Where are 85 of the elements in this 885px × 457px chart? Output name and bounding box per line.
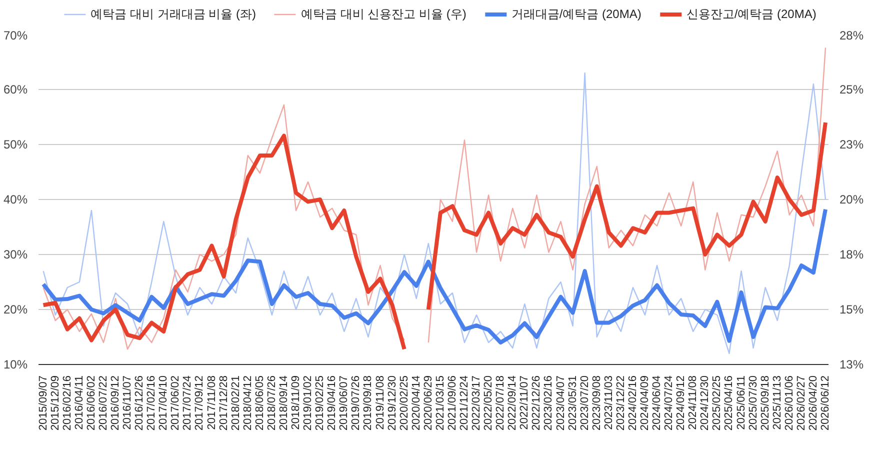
x-tick-label: 2019/11/08 — [374, 375, 386, 430]
x-tick-label: 2026/01/06 — [783, 375, 796, 431]
x-tick-label: 2017/07/24 — [182, 375, 194, 431]
x-tick-label: 2019/07/26 — [350, 375, 362, 431]
x-tick-label: 2022/03/17 — [470, 375, 483, 431]
x-tick-label: 2024/04/09 — [638, 375, 651, 431]
x-tick-label: 2015/09/07 — [37, 375, 50, 431]
y2-tick-label: 15% — [840, 302, 864, 316]
x-tick-label: 2018/11/09 — [290, 375, 302, 430]
x-tick-label: 2022/07/18 — [494, 375, 507, 431]
x-tick-label: 2026/04/20 — [807, 375, 820, 431]
x-tick-label: 2018/02/21 — [230, 375, 242, 431]
x-tick-label: 2018/09/14 — [278, 375, 290, 431]
x-tick-label: 2015/12/09 — [49, 375, 62, 431]
x-tick-label: 2018/07/26 — [266, 375, 278, 431]
x-tick-label: 2022/11/07 — [518, 375, 531, 430]
x-tick-label: 2026/06/12 — [819, 375, 832, 431]
y2-tick-label: 18% — [840, 248, 864, 262]
y-tick-label: 40% — [3, 192, 28, 206]
line-series — [41, 207, 828, 344]
y-tick-label: 50% — [3, 138, 28, 152]
x-tick-label: 2017/02/16 — [146, 375, 158, 431]
y-tick-label: 60% — [3, 82, 28, 96]
x-tick-label: 2024/02/16 — [626, 375, 639, 431]
x-tick-label: 2019/01/02 — [302, 375, 314, 431]
x-tick-label: 2025/06/11 — [735, 375, 748, 430]
x-tick-label: 2023/11/03 — [602, 375, 615, 430]
x-tick-label: 2016/07/22 — [97, 375, 110, 431]
x-tick-label: 2020/02/25 — [398, 375, 410, 431]
x-tick-label: 2024/11/08 — [687, 375, 700, 430]
x-tick-label: 2025/04/16 — [723, 375, 736, 431]
x-tick-label: 2021/09/06 — [446, 375, 458, 431]
x-tick-label: 2016/09/12 — [110, 375, 122, 431]
x-tick-label: 2021/12/24 — [458, 375, 470, 431]
y2-tick-label: 28% — [840, 28, 864, 42]
x-tick-label: 2023/07/20 — [578, 375, 591, 431]
x-tick-label: 2019/12/30 — [386, 375, 398, 431]
x-tick-label: 2017/09/12 — [194, 375, 206, 431]
x-tick-label: 2017/11/08 — [206, 375, 218, 430]
x-tick-label: 2018/06/05 — [254, 375, 266, 431]
x-tick-label: 2025/02/25 — [711, 375, 724, 431]
x-tick-label: 2024/12/30 — [699, 375, 712, 431]
x-tick-label: 2017/06/02 — [170, 375, 182, 431]
legend-label: 예탁금 대비 거래대금 비율 (좌) — [90, 6, 256, 22]
x-tick-label: 2020/04/14 — [410, 375, 422, 431]
x-tick-label: 2025/11/13 — [771, 375, 784, 430]
x-tick-label: 2017/12/28 — [218, 375, 230, 431]
x-tick-label: 2025/07/30 — [747, 375, 760, 431]
x-tick-label: 2019/09/18 — [362, 375, 374, 431]
x-tick-label: 2016/11/07 — [122, 375, 134, 430]
y2-tick-label: 23% — [840, 138, 864, 152]
x-tick-label: 2024/07/24 — [663, 375, 676, 431]
x-tick-label: 2019/06/07 — [338, 375, 350, 431]
y-tick-label: 30% — [3, 248, 28, 262]
y-tick-label: 20% — [3, 302, 28, 316]
y-tick-label: 70% — [3, 28, 28, 42]
x-tick-label: 2022/05/20 — [482, 375, 495, 431]
x-tick-label: 2019/04/16 — [326, 375, 338, 431]
x-tick-label: 2026/02/27 — [795, 375, 808, 431]
x-tick-label: 2024/09/12 — [675, 375, 688, 431]
x-tick-label: 2017/04/10 — [158, 375, 170, 431]
y2-tick-label: 13% — [840, 358, 864, 372]
legend-label: 신용잔고/예탁금 (20MA) — [686, 6, 816, 22]
x-tick-label: 2016/04/11 — [73, 375, 86, 430]
legend-label: 예탁금 대비 신용잔고 비율 (우) — [300, 6, 466, 22]
x-tick-label: 2020/06/29 — [422, 375, 434, 431]
x-tick-label: 2024/06/04 — [651, 375, 664, 431]
x-tick-label: 2016/12/26 — [134, 375, 146, 431]
x-tick-label: 2019/02/25 — [314, 375, 326, 431]
x-tick-label: 2025/09/18 — [759, 375, 772, 431]
y-tick-label: 10% — [3, 358, 28, 372]
y2-tick-label: 25% — [840, 82, 864, 96]
x-tick-label: 2023/12/22 — [614, 375, 627, 431]
x-tick-label: 2022/09/14 — [506, 375, 519, 431]
x-tick-label: 2023/09/08 — [590, 375, 603, 431]
legend-label: 거래대금/예탁금 (20MA) — [511, 6, 642, 22]
x-tick-label: 2021/03/15 — [434, 375, 446, 431]
x-tick-label: 2018/04/12 — [242, 375, 254, 431]
x-tick-label: 2023/02/16 — [542, 375, 555, 431]
y2-tick-label: 20% — [840, 192, 864, 206]
x-tick-label: 2016/06/02 — [85, 375, 98, 431]
x-tick-label: 2016/02/16 — [61, 375, 74, 431]
x-tick-label: 2022/12/26 — [530, 375, 543, 431]
x-tick-label: 2023/04/07 — [554, 375, 567, 431]
x-tick-label: 2023/05/31 — [566, 375, 579, 431]
